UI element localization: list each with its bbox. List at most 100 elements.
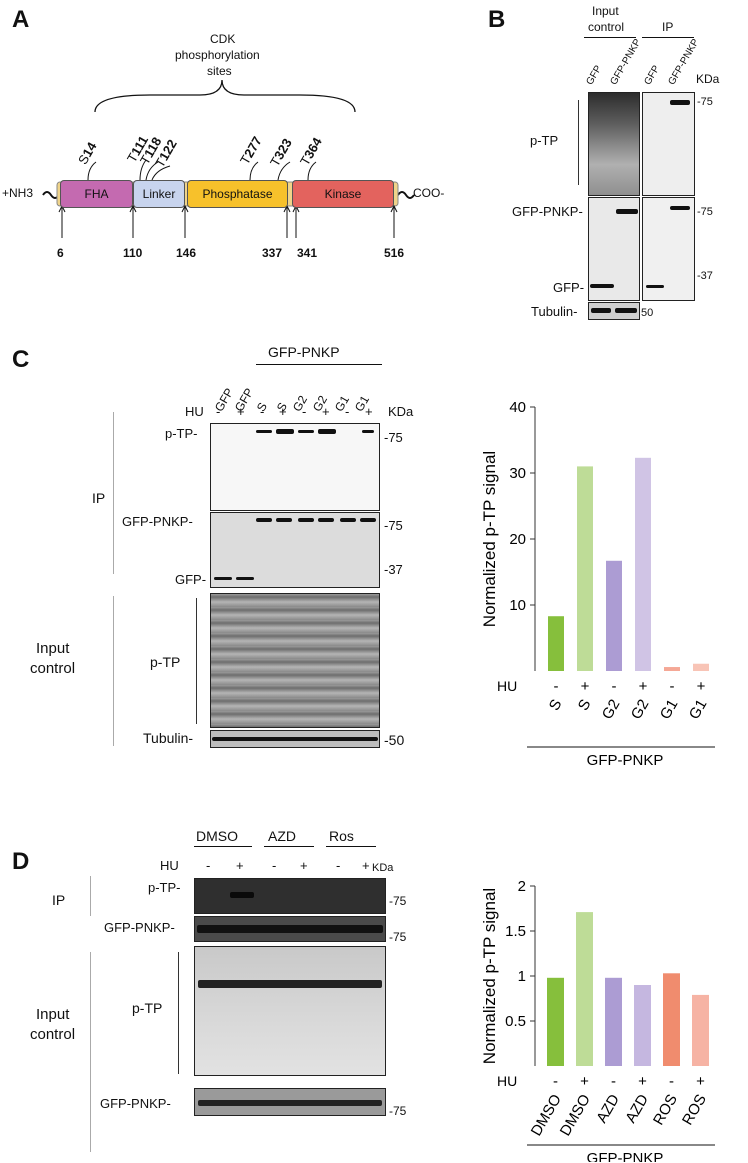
c-hu-6: +	[322, 404, 330, 419]
chart-d-bar	[692, 994, 709, 1066]
chart-c-bar	[548, 616, 564, 671]
c-ip-ptp-label: p-TP-	[165, 426, 198, 441]
chart-d-y-tick-label: 1.5	[505, 923, 526, 940]
b-input-label-2: control	[588, 20, 625, 34]
b-lane-1: GFP	[584, 63, 605, 87]
chart-c-y-label: Normalized p-TP signal	[480, 451, 499, 627]
chart-d-y-tick-label: 0.5	[505, 1013, 526, 1030]
chart-c-bar	[693, 663, 709, 671]
domain-linker: Linker	[133, 180, 185, 208]
c-group-label: GFP-PNKP	[268, 344, 340, 360]
c-marker-50: -50	[384, 732, 405, 748]
chart-c-category-label: G2	[628, 697, 653, 723]
chart-c-category-label: G2	[599, 697, 624, 723]
chart-d-category-label: AZD	[593, 1091, 623, 1126]
b-marker-75b: -75	[697, 206, 713, 218]
cdk-title-line3: sites	[207, 64, 232, 78]
chart-c-y-tick-label: 40	[509, 399, 526, 416]
domain-kinase: Kinase	[292, 180, 394, 208]
c-hu-8: +	[365, 404, 373, 419]
chart-d-hu-value: +	[580, 1073, 589, 1090]
chart-c-category-label: G1	[686, 697, 711, 723]
b-gfppnkp-label: GFP-PNKP-	[512, 204, 583, 219]
b-tubulin-label: Tubulin-	[531, 304, 578, 319]
d-input-ptp-blot	[194, 946, 386, 1076]
d-group-azd: AZD	[268, 828, 296, 844]
d-ip-label: IP	[52, 892, 66, 908]
b-marker-37: -37	[697, 270, 713, 282]
boundary-146: 146	[176, 246, 197, 260]
b-input-label-1: Input	[592, 4, 619, 18]
chart-d-bar	[605, 977, 622, 1066]
d-hu-5: -	[336, 858, 341, 873]
chart-c-x-label: GFP-PNKP	[587, 752, 664, 769]
d-group-dmso: DMSO	[196, 828, 238, 844]
b-gfp-input-blot	[588, 197, 640, 301]
c-terminus-label: COO-	[413, 186, 445, 200]
n-terminus-label: +NH3	[2, 186, 34, 200]
b-tubulin-blot	[588, 302, 640, 320]
d-group-ros: Ros	[329, 828, 354, 844]
site-leaders	[87, 159, 317, 181]
c-tubulin-label: Tubulin-	[143, 730, 194, 746]
c-input-ptp-blot	[210, 593, 380, 728]
d-input-label-2: control	[30, 1026, 76, 1043]
chart-c-bar	[577, 466, 593, 671]
b-ptp-input-blot	[588, 92, 640, 196]
c-hu-label: HU	[185, 404, 204, 419]
chart-c-category-label: G1	[657, 697, 682, 723]
d-hu-3: -	[272, 858, 277, 873]
c-hu-3: -	[260, 404, 265, 419]
boundary-110: 110	[123, 246, 143, 260]
d-marker-75a: -75	[389, 894, 407, 908]
chart-c-y-tick-label: 10	[509, 597, 526, 614]
d-marker-75b: -75	[389, 930, 407, 944]
b-ptp-label: p-TP	[530, 133, 559, 148]
chart-d-bar	[576, 912, 593, 1066]
cdk-title-line1: CDK	[210, 32, 236, 46]
b-kda: KDa	[696, 72, 720, 86]
chart-c-bar	[664, 667, 680, 671]
chart-c-category-label: S	[575, 697, 595, 714]
chart-d-bar	[663, 973, 680, 1066]
chart-d-x-label: GFP-PNKP	[587, 1150, 664, 1162]
cdk-title-line2: phosphorylation	[175, 48, 260, 62]
chart-c-hu-value: +	[581, 678, 590, 695]
chart-d-y-label: Normalized p-TP signal	[480, 888, 499, 1064]
c-kda: KDa	[388, 404, 414, 419]
domain-fha: FHA	[60, 180, 133, 208]
chart-c-category-label: S	[546, 697, 566, 714]
c-marker-75a: -75	[384, 430, 403, 445]
panel-a-letter: A	[12, 6, 30, 33]
chart-c-bar	[606, 560, 622, 671]
b-marker-75a: -75	[697, 96, 713, 108]
chart-d-category-label: AZD	[622, 1091, 652, 1126]
c-hu-1: -	[216, 404, 221, 419]
boundary-337: 337	[262, 246, 283, 260]
boundary-arrows	[58, 204, 398, 238]
c-input-label-2: control	[30, 660, 76, 677]
d-input-gfppnkp-label: GFP-PNKP-	[100, 1096, 171, 1111]
d-ip-gfppnkp-label: GFP-PNKP-	[104, 920, 175, 935]
chart-d-hu-label: HU	[497, 1073, 517, 1089]
chart-d-hu-value: -	[669, 1073, 674, 1090]
c-ip-gfp-blot	[210, 512, 380, 588]
chart-c-hu-value: -	[554, 678, 559, 695]
d-kda: KDa	[372, 862, 394, 874]
chart-d-category-label: ROS	[650, 1092, 681, 1129]
chart-c-hu-value: -	[612, 678, 617, 695]
boundary-6: 6	[57, 246, 64, 260]
b-ptp-ip-blot	[642, 92, 695, 196]
d-input-ptp-label: p-TP	[132, 1000, 163, 1016]
chart-d-hu-value: +	[696, 1073, 705, 1090]
b-ip-label: IP	[662, 20, 674, 34]
chart-c-hu-label: HU	[497, 678, 517, 694]
d-hu-2: +	[236, 858, 244, 873]
chart-c-y-tick-label: 20	[509, 531, 526, 548]
c-marker-75b: -75	[384, 518, 403, 533]
c-hu-7: -	[345, 404, 350, 419]
c-hu-4: +	[279, 404, 287, 419]
chart-d-hu-value: -	[553, 1073, 558, 1090]
b-lane-3: GFP	[642, 63, 663, 87]
